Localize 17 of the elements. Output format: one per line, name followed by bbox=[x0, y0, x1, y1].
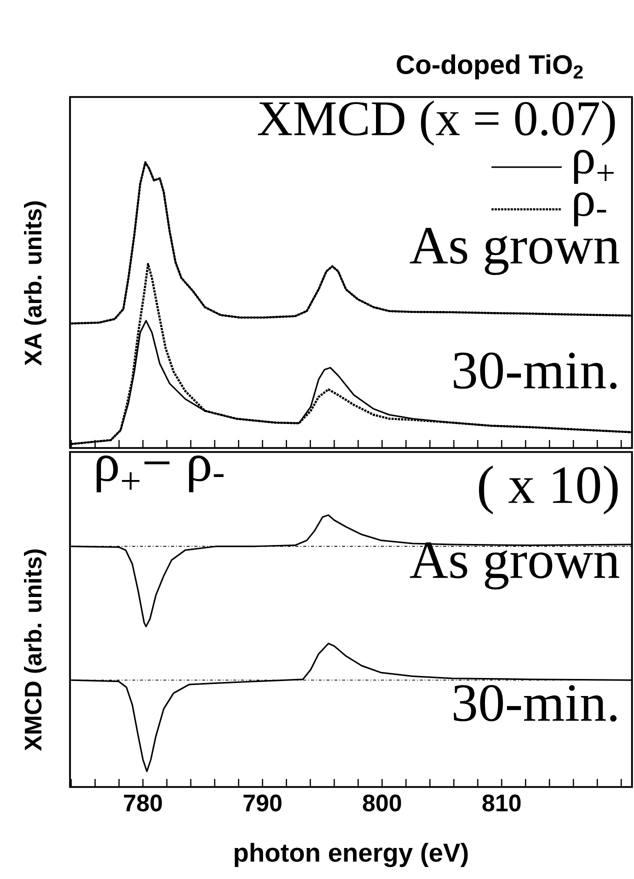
x-axis-title: photon energy (eV) bbox=[234, 842, 468, 868]
y-axis-title: XA (arb. units) bbox=[24, 201, 46, 366]
annotation: 30-min. bbox=[454, 684, 617, 722]
y-axis-title: XMCD (arb. units) bbox=[24, 549, 46, 751]
text: ( x 10) bbox=[478, 466, 618, 514]
text: ρ$_{+}$− ρ$_{-}$ bbox=[96, 456, 224, 492]
chart-title: Co-doped TiO$_{2}$ bbox=[396, 54, 583, 80]
chart-subtitle: XMCD (x = 0.07) bbox=[258, 100, 615, 146]
legend-label: ρ$_{+}$ bbox=[574, 150, 614, 184]
legend-label: ρ$_{-}$ bbox=[574, 192, 606, 226]
x-tick-label: 800 bbox=[362, 794, 402, 812]
annotation: As grown bbox=[410, 542, 620, 590]
x-tick-label: 790 bbox=[244, 794, 282, 812]
annotation: 30-min. bbox=[454, 352, 617, 390]
x-tick-label: 780 bbox=[124, 794, 162, 812]
annotation: As grown bbox=[410, 228, 620, 275]
x-tick-label: 810 bbox=[482, 794, 521, 812]
